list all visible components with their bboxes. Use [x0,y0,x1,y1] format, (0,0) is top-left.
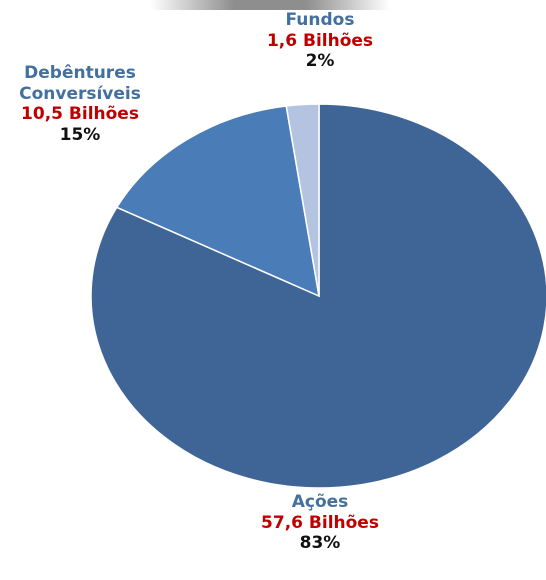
pie-slices [90,103,546,489]
slice-percent-debentures: 15% [59,125,101,146]
slice-amount-fundos: 1,6 Bilhões [266,30,374,51]
slice-percent-acoes: 83% [299,533,341,554]
slice-name-acoes: Ações [291,492,349,512]
header-shadow-band [150,0,390,10]
slice-amount-acoes: 57,6 Bilhões [261,512,379,533]
slice-percent-fundos: 2% [305,51,335,72]
slice-amount-debentures: 10,5 Bilhões [21,104,139,125]
pie-slice-fundos [285,103,320,297]
slice-name-debentures-line1: Debêntures [24,63,136,83]
pie-slice-debentures [115,105,320,298]
slice-name-fundos: Fundos [285,10,355,30]
slice-name-debentures-line2: Conversíveis [19,83,141,104]
label-debentures: Debêntures Conversíveis 10,5 Bilhões 15% [0,63,160,146]
label-acoes: Ações 57,6 Bilhões 83% [220,492,420,554]
label-fundos: Fundos 1,6 Bilhões 2% [215,10,425,72]
